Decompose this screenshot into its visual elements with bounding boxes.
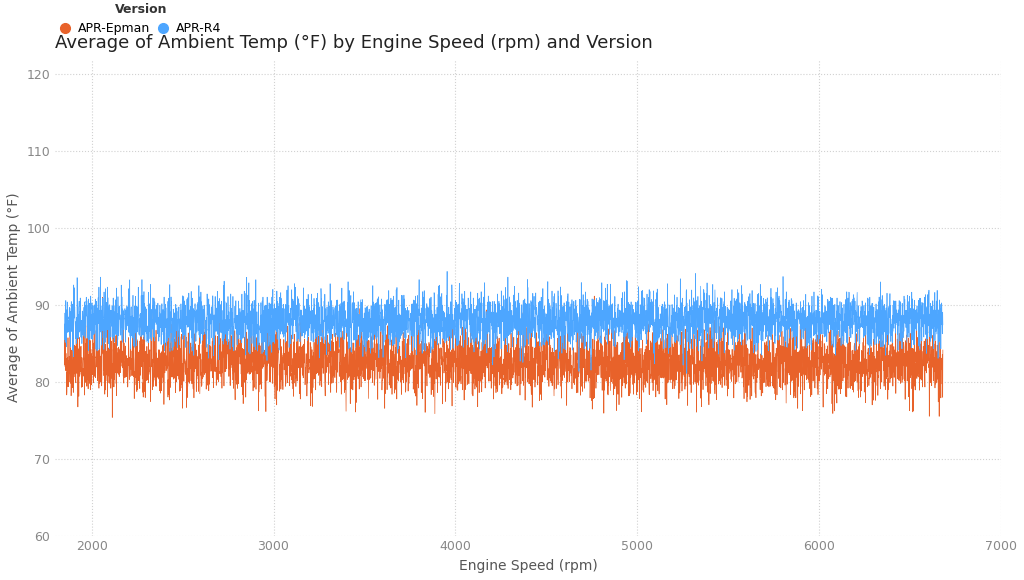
APR-Epman: [937, 347, 949, 354]
APR-Epman: [471, 366, 483, 373]
Text: Average of Ambient Temp (°F) by Engine Speed (rpm) and Version: Average of Ambient Temp (°F) by Engine S…: [55, 34, 653, 52]
APR-Epman: [396, 376, 409, 383]
APR-R4: [570, 331, 583, 338]
APR-Epman: [106, 414, 119, 421]
APR-Epman: [728, 353, 740, 360]
Line: APR-R4: APR-R4: [65, 271, 943, 374]
APR-R4: [89, 301, 101, 308]
APR-Epman: [594, 332, 606, 339]
APR-R4: [728, 310, 740, 317]
APR-R4: [441, 268, 454, 275]
APR-R4: [58, 310, 71, 317]
APR-Epman: [58, 351, 71, 358]
APR-R4: [937, 321, 949, 328]
APR-R4: [594, 339, 606, 346]
Line: APR-Epman: APR-Epman: [65, 296, 943, 418]
Y-axis label: Average of Ambient Temp (°F): Average of Ambient Temp (°F): [7, 193, 20, 402]
APR-R4: [395, 331, 408, 338]
Legend: APR-Epman, APR-R4: APR-Epman, APR-R4: [61, 3, 221, 35]
APR-Epman: [89, 327, 101, 334]
APR-R4: [471, 317, 483, 324]
APR-Epman: [588, 293, 600, 300]
APR-R4: [681, 370, 693, 377]
APR-Epman: [570, 389, 583, 396]
X-axis label: Engine Speed (rpm): Engine Speed (rpm): [459, 559, 598, 573]
